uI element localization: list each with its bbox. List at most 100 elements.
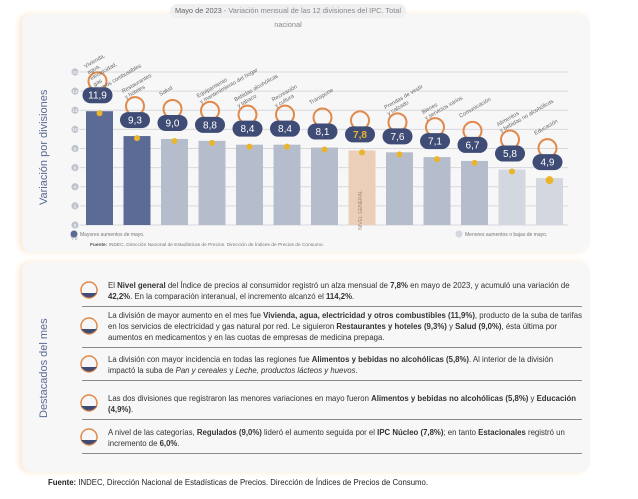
y-tick-label: 4 xyxy=(74,185,77,191)
value-label: 5,8 xyxy=(503,149,517,160)
tick-marker xyxy=(71,144,79,153)
text-segment: Las dos divisiones que registraron las m… xyxy=(108,394,372,403)
value-bubble xyxy=(420,133,450,150)
bar-dot xyxy=(434,156,440,163)
category-label: Salud xyxy=(159,85,174,97)
text-segment: . xyxy=(177,439,180,448)
legend-swatch-low xyxy=(455,230,463,238)
bar xyxy=(86,111,113,225)
text-segment: y xyxy=(528,394,537,403)
value-label: 8,4 xyxy=(278,124,292,135)
text-segment: . Al interior de la división impactó la … xyxy=(108,355,554,375)
highlight-icon xyxy=(78,280,100,302)
value-label: 8,1 xyxy=(316,127,330,138)
highlights-title: Destacados del mes xyxy=(38,318,50,418)
text-segment: 6,0% xyxy=(159,439,178,448)
highlight-text: A nivel de las categorías, Regulados (9,… xyxy=(108,427,582,449)
chart-card xyxy=(22,14,590,252)
tick-marker xyxy=(71,68,79,76)
highlight-text: La división de mayor aumento en el mes f… xyxy=(108,310,582,343)
text-segment: . xyxy=(130,405,134,414)
bar xyxy=(348,150,376,225)
y-tick-label: 2 xyxy=(74,204,77,210)
value-label: 7,8 xyxy=(353,130,367,141)
bar xyxy=(198,140,226,225)
text-segment: Estacionales xyxy=(478,428,526,437)
text-segment: Leche, productos lácteos y huevos xyxy=(235,366,356,375)
bar-dot xyxy=(396,151,403,158)
text-segment: 42,2% xyxy=(108,292,131,301)
bar-dot xyxy=(509,168,515,175)
bar xyxy=(273,144,301,225)
value-bubble xyxy=(345,126,375,143)
highlight-text: Las dos divisiones que registraron las m… xyxy=(108,393,582,415)
category-label: Educación xyxy=(534,119,560,137)
value-bubble xyxy=(457,136,488,153)
bar-dot xyxy=(209,139,215,146)
category-label: Transporte xyxy=(309,88,335,107)
text-segment: del Índice de precios al consumidor regi… xyxy=(165,281,391,290)
y-tick-label: 6 xyxy=(74,165,77,171)
bar-dot xyxy=(246,143,253,150)
divider xyxy=(82,453,582,454)
text-segment: . xyxy=(355,366,358,375)
text-segment: Alimentos y bebidas no alcohólicas (5,8%… xyxy=(311,355,469,364)
chart-source: Fuente: INDEC, Dirección Nacional de Est… xyxy=(90,241,324,248)
value-bubble xyxy=(307,123,338,140)
tick-marker xyxy=(71,164,79,172)
value-label: 7,1 xyxy=(428,137,442,148)
legend-low: Menores aumentos o bajas de mayo. xyxy=(465,232,547,238)
divider xyxy=(82,347,582,348)
highlight-icon xyxy=(78,393,100,415)
y-tick-label: 14 xyxy=(72,89,78,95)
bar xyxy=(311,147,338,225)
tick-marker xyxy=(71,183,79,191)
text-segment: lideró el aumento seguida por el xyxy=(261,428,378,437)
text-segment: La división de mayor aumento en el mes f… xyxy=(108,311,264,320)
legend-high: Mayores aumentos de mayo. xyxy=(80,232,144,238)
text-segment: en mayo de 2023, y acumuló una variación… xyxy=(407,281,570,290)
bar xyxy=(236,144,263,225)
bar xyxy=(123,136,151,225)
value-label: 7,6 xyxy=(391,132,405,143)
y-tick-label: 0 xyxy=(74,223,77,229)
highlight-icon xyxy=(78,427,100,449)
value-bubble xyxy=(157,114,188,131)
text-segment: y xyxy=(446,322,456,331)
text-segment: . En la comparación interanual, el incre… xyxy=(130,292,327,301)
tick-marker xyxy=(71,125,79,133)
tick-marker xyxy=(71,106,79,114)
source-text: INDEC, Dirección Nacional de Estadística… xyxy=(76,478,429,487)
title-date: Mayo de 2023 xyxy=(174,6,222,15)
bar-dot xyxy=(471,159,478,166)
source-label: Fuente: xyxy=(48,478,77,487)
title-text: - Variación mensual de las 12 divisiones… xyxy=(221,6,402,29)
text-segment: Restaurantes y hoteles (9,3%) xyxy=(336,322,447,331)
value-bubble xyxy=(270,120,300,137)
text-segment: Educación (4,9%) xyxy=(108,394,577,414)
text-segment: ; en tanto xyxy=(443,428,479,437)
value-label: 4,9 xyxy=(541,158,555,169)
bar-dot xyxy=(134,135,140,142)
bar xyxy=(536,178,563,225)
text-segment: Nivel general xyxy=(117,281,166,290)
text-segment: registró un incremento de xyxy=(108,428,565,448)
text-segment: IPC Núcleo (7,8%) xyxy=(377,428,444,437)
bar xyxy=(386,152,413,225)
chart-title: Mayo de 2023 - Variación mensual de las … xyxy=(170,4,406,29)
value-label: 6,7 xyxy=(466,140,480,151)
value-bubble xyxy=(82,87,113,104)
highlight-text: La división con mayor incidencia en toda… xyxy=(108,354,582,376)
value-label: 11,9 xyxy=(88,91,107,102)
divider xyxy=(82,419,582,420)
y-tick-label: 12 xyxy=(72,108,78,114)
y-tick-label: 16 xyxy=(72,70,78,76)
legend-swatch-high xyxy=(70,230,78,238)
text-segment: Salud (9,0%) xyxy=(455,322,502,331)
text-segment: Regulados (9,0%) xyxy=(196,428,262,437)
value-bubble xyxy=(232,120,263,137)
text-segment: Vivienda, agua, electricidad y otros com… xyxy=(263,311,475,320)
bar-dot xyxy=(321,146,328,153)
text-segment: 114,2% xyxy=(326,292,353,301)
bar-chart: 0246810121416%11,9Vivienda,agua,electric… xyxy=(70,53,568,248)
